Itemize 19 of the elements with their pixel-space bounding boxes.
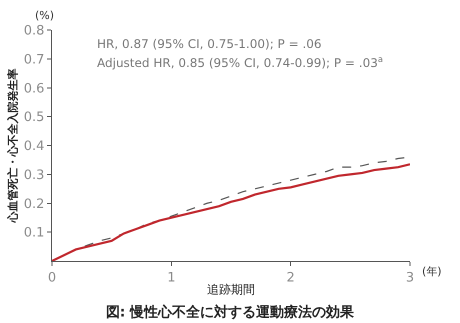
text: 図: 慢性心不全に対する運動療法の効果 [106, 304, 356, 321]
x-axis-title: 追跡期間 [207, 282, 255, 296]
y-tick-label: 0.7 [24, 52, 44, 68]
x-tick-label: 3 [406, 270, 414, 286]
text: (年) [422, 265, 442, 278]
y-tick-label: 0.6 [24, 81, 44, 96]
y-tick-label: 0.8 [24, 24, 44, 39]
y-tick-label: 0.5 [24, 110, 44, 126]
annotation: Adjusted HR, 0.85 (95% CI, 0.74-0.99); P = .03$^{a}$ [97, 54, 384, 70]
x-tick-label: 1 [167, 270, 176, 286]
x-tick-label: 0 [48, 270, 56, 286]
x-tick-label: 2 [286, 270, 295, 286]
y-tick-label: 0.3 [24, 168, 44, 183]
y-tick-label: 0.4 [24, 139, 44, 154]
text: (%) [35, 9, 54, 22]
annotation: HR, 0.87 (95% CI, 0.75-1.00); P = .06 [97, 37, 322, 51]
y-axis-title: 心血管死亡・心不全入院発生率 [6, 68, 20, 224]
y-tick-label: 0.2 [24, 196, 44, 212]
y-tick-label: 0.1 [24, 226, 44, 241]
